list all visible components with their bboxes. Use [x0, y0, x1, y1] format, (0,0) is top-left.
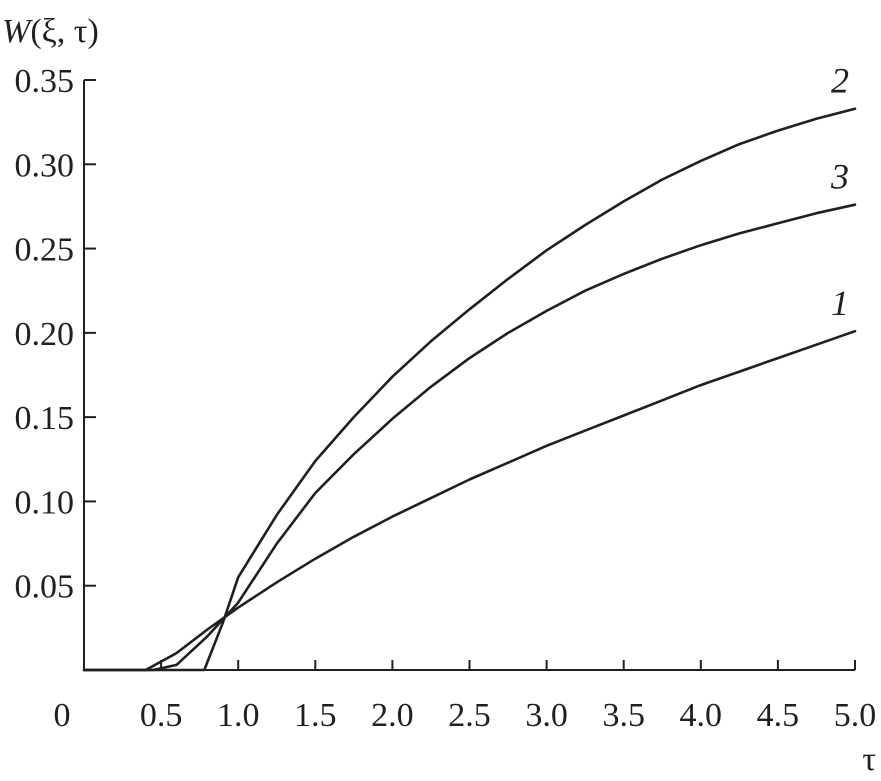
x-tick-label: 5.0: [834, 697, 877, 734]
y-tick-label: 0.35: [15, 63, 75, 100]
x-axis-title: τ: [862, 741, 876, 778]
y-tick-label: 0.25: [15, 232, 75, 269]
series-line-1: [82, 329, 857, 672]
series-group: [82, 107, 857, 672]
y-axis-title-italic: W: [2, 13, 33, 50]
y-tick-label: 0.15: [15, 400, 75, 437]
x-tick-label: 3.0: [525, 697, 568, 734]
x-tick-label: 3.5: [602, 697, 645, 734]
x-tick-label: 1.5: [294, 697, 337, 734]
x-tick-label: 2.0: [371, 697, 414, 734]
y-tick-label: 0.10: [15, 484, 75, 521]
x-tick-label: 4.0: [680, 697, 723, 734]
y-axis-title: W(ξ, τ): [2, 13, 99, 50]
x-tick-label: 0: [54, 697, 71, 734]
y-axis-title-rest: (ξ, τ): [30, 13, 98, 50]
x-tick-label: 0.5: [140, 697, 183, 734]
x-axis-ticks: 0 0.5 1.0 1.5 2.0 2.5 3.0 3.5 4.0 4.5 5.0: [54, 660, 877, 734]
series-label-1: 1: [831, 283, 849, 323]
series-line-3: [82, 203, 857, 672]
y-axis-ticks: 0.05 0.10 0.15 0.20 0.25 0.30 0.35: [15, 63, 96, 606]
y-tick-label: 0.05: [15, 569, 75, 606]
y-tick-label: 0.30: [15, 147, 75, 184]
series-line-2: [82, 107, 857, 672]
x-tick-label: 4.5: [757, 697, 800, 734]
series-label-2: 2: [831, 61, 849, 101]
series-labels: 1 2 3: [830, 61, 849, 324]
series-label-3: 3: [830, 157, 849, 197]
x-tick-label: 1.0: [217, 697, 260, 734]
y-tick-label: 0.20: [15, 316, 75, 353]
x-tick-label: 2.5: [448, 697, 491, 734]
